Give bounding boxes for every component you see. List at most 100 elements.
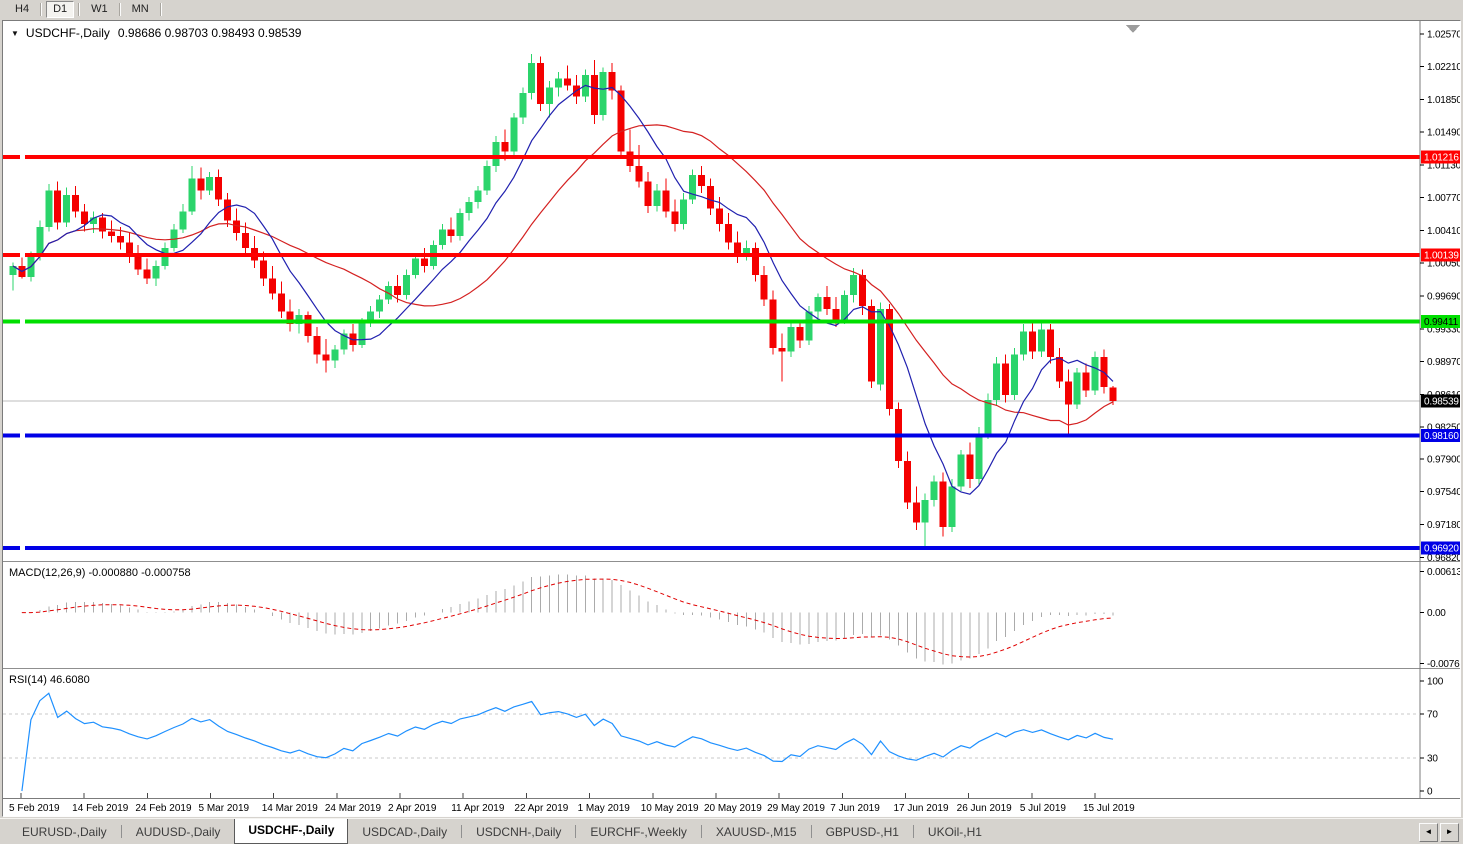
- timeframe-toolbar: H4 D1 W1 MN: [0, 0, 1463, 19]
- svg-text:1.00770: 1.00770: [1427, 193, 1460, 204]
- svg-text:15 Jul 2019: 15 Jul 2019: [1083, 803, 1135, 814]
- chart-shift-marker-icon[interactable]: [1126, 25, 1140, 33]
- svg-text:5 Jul 2019: 5 Jul 2019: [1020, 803, 1067, 814]
- svg-text:0.96820: 0.96820: [1427, 553, 1460, 564]
- price-tag-0.98160: 0.98160: [1421, 428, 1460, 442]
- svg-text:1 May 2019: 1 May 2019: [578, 803, 631, 814]
- rsi-label: RSI(14) 46.6080: [9, 674, 90, 686]
- tab-separator: [700, 825, 702, 838]
- ma-fast-line: [12, 84, 1114, 495]
- svg-text:1.00139: 1.00139: [1424, 251, 1459, 262]
- chart-dropdown-icon[interactable]: ▼: [11, 29, 19, 38]
- svg-text:24 Feb 2019: 24 Feb 2019: [135, 803, 192, 814]
- chart-tab-ukoil[interactable]: UKOil-,H1: [927, 825, 982, 839]
- svg-text:7 Jun 2019: 7 Jun 2019: [830, 803, 880, 814]
- svg-text:1.01216: 1.01216: [1424, 153, 1459, 164]
- svg-text:1.02570: 1.02570: [1427, 29, 1460, 40]
- svg-text:1.01850: 1.01850: [1427, 95, 1460, 106]
- chart-tabs: EURUSD-,Daily AUDUSD-,Daily USDCHF-,Daily U…: [0, 819, 1463, 844]
- svg-text:-0.007612: -0.007612: [1427, 659, 1460, 670]
- svg-text:0.97900: 0.97900: [1427, 454, 1460, 465]
- candlestick-series[interactable]: [9, 53, 1117, 548]
- tab-separator: [912, 825, 914, 838]
- svg-text:0.97180: 0.97180: [1427, 520, 1460, 531]
- hline-0.99411[interactable]: [3, 318, 1420, 324]
- svg-text:0.98160: 0.98160: [1424, 431, 1459, 442]
- svg-text:0.99330: 0.99330: [1427, 324, 1460, 335]
- price-tag-1.00139: 1.00139: [1421, 248, 1460, 262]
- moving-averages: [12, 84, 1114, 495]
- chart-tab-eurchf[interactable]: EURCHF-,Weekly: [590, 825, 687, 839]
- svg-text:1.01490: 1.01490: [1427, 128, 1460, 139]
- hline-0.98160[interactable]: [3, 432, 1420, 438]
- tab-separator: [575, 825, 577, 838]
- price-tag-1.01216: 1.01216: [1421, 150, 1460, 164]
- tab-separator: [120, 825, 122, 838]
- chart-window: 1.02570 1.02210 1.01850 1.01490 1.01130 1.007…: [2, 20, 1461, 817]
- ma-slow-line: [12, 124, 1114, 426]
- tab-scroll-left-icon[interactable]: ◄: [1419, 823, 1438, 842]
- chart-tab-gbpusd[interactable]: GBPUSD-,H1: [825, 825, 899, 839]
- price-tag-0.96920: 0.96920: [1421, 541, 1460, 555]
- svg-text:1.02210: 1.02210: [1427, 62, 1460, 73]
- svg-text:22 Apr 2019: 22 Apr 2019: [514, 803, 568, 814]
- svg-text:10 May 2019: 10 May 2019: [641, 803, 699, 814]
- chart-tab-xauusd[interactable]: XAUUSD-,M15: [715, 825, 797, 839]
- svg-text:1.01130: 1.01130: [1427, 160, 1460, 171]
- price-axis[interactable]: 1.02570 1.02210 1.01850 1.01490 1.01130 1.007…: [1419, 21, 1460, 798]
- svg-text:24 Mar 2019: 24 Mar 2019: [325, 803, 382, 814]
- price-tag-0.99411: 0.99411: [1421, 314, 1460, 328]
- hline-1.00139[interactable]: [3, 252, 1420, 258]
- toolbar-separator: [118, 3, 121, 16]
- toolbar-separator: [40, 3, 43, 16]
- svg-text:0.96920: 0.96920: [1424, 544, 1459, 555]
- rsi-levels: [3, 713, 1420, 759]
- svg-text:14 Mar 2019: 14 Mar 2019: [262, 803, 319, 814]
- svg-text:1.00050: 1.00050: [1427, 259, 1460, 270]
- chart-tab-audusd[interactable]: AUDUSD-,Daily: [135, 825, 221, 839]
- svg-text:20 May 2019: 20 May 2019: [704, 803, 762, 814]
- chart-tab-usdcnh[interactable]: USDCNH-,Daily: [476, 825, 562, 839]
- svg-text:5 Feb 2019: 5 Feb 2019: [9, 803, 60, 814]
- timeframe-button-h4[interactable]: H4: [15, 3, 30, 15]
- macd-label: MACD(12,26,9) -0.000880 -0.000758: [9, 567, 191, 579]
- timeframe-button-mn[interactable]: MN: [131, 3, 149, 15]
- svg-text:2 Apr 2019: 2 Apr 2019: [388, 803, 437, 814]
- svg-text:0.00: 0.00: [1427, 608, 1446, 619]
- chart-tab-eurusd[interactable]: EURUSD-,Daily: [22, 825, 107, 839]
- chart-tab-usdcad[interactable]: USDCAD-,Daily: [362, 825, 448, 839]
- svg-text:0.98539: 0.98539: [1424, 396, 1459, 407]
- svg-text:0.00613: 0.00613: [1427, 567, 1460, 578]
- rsi-line: [21, 692, 1114, 792]
- macd-histogram: [21, 574, 1114, 665]
- toolbar-separator: [78, 3, 81, 16]
- svg-text:14 Feb 2019: 14 Feb 2019: [72, 803, 129, 814]
- chart-symbol-period: USDCHF-,Daily: [25, 26, 110, 40]
- svg-text:26 Jun 2019: 26 Jun 2019: [957, 803, 1012, 814]
- hline-1.01216[interactable]: [3, 154, 1420, 160]
- svg-text:11 Apr 2019: 11 Apr 2019: [451, 803, 505, 814]
- rsi-axis: 100 70 30 0: [1420, 677, 1444, 798]
- svg-text:0.98250: 0.98250: [1427, 423, 1460, 434]
- support-resistance-lines[interactable]: [3, 154, 1420, 551]
- timeframe-button-w1[interactable]: W1: [91, 3, 108, 15]
- chart-tab-usdchf[interactable]: USDCHF-,Daily: [234, 819, 349, 844]
- panel-separators[interactable]: [3, 561, 1460, 670]
- svg-text:5 Mar 2019: 5 Mar 2019: [199, 803, 250, 814]
- svg-text:100: 100: [1427, 677, 1444, 688]
- svg-text:0.99690: 0.99690: [1427, 292, 1460, 303]
- tab-separator: [810, 825, 812, 838]
- macd-signal-line: [21, 578, 1114, 658]
- macd-axis: 0.00613 0.00 -0.007612: [1420, 567, 1460, 670]
- svg-text:17 Jun 2019: 17 Jun 2019: [893, 803, 948, 814]
- timeframe-button-d1[interactable]: D1: [46, 1, 75, 18]
- hline-0.96920[interactable]: [3, 545, 1420, 551]
- chart-tabs-bar: EURUSD-,Daily AUDUSD-,Daily USDCHF-,Daily U…: [0, 818, 1463, 844]
- tab-scroll-right-icon[interactable]: ►: [1440, 823, 1459, 842]
- price-chart[interactable]: 1.02570 1.02210 1.01850 1.01490 1.01130 1.007…: [3, 21, 1460, 816]
- date-axis[interactable]: 5 Feb 2019 14 Feb 2019 24 Feb 2019 5 Mar 20…: [3, 793, 1460, 814]
- svg-text:0: 0: [1427, 787, 1433, 798]
- tab-scroll-arrows: ◄ ►: [1419, 823, 1459, 842]
- svg-text:1.00410: 1.00410: [1427, 226, 1460, 237]
